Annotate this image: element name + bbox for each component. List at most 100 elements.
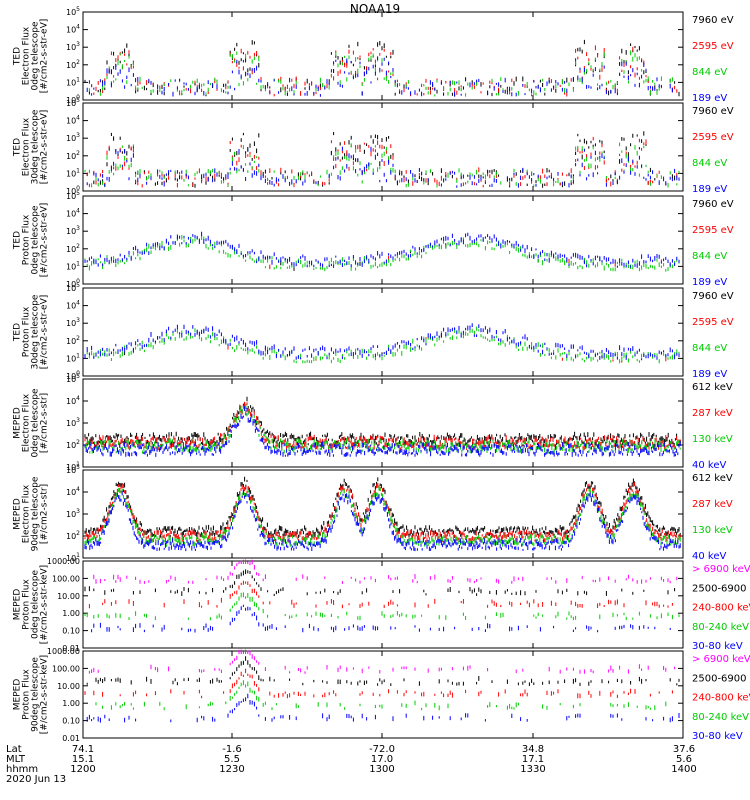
y-tick-label: 100 bbox=[66, 278, 80, 289]
x-tick-lat: 37.6 bbox=[672, 744, 696, 755]
legend-entry: 7960 eV bbox=[692, 15, 734, 26]
x-row-label-lat: Lat bbox=[6, 744, 22, 755]
y-tick-label: 101 bbox=[66, 461, 80, 472]
y-tick-label: 0.10 bbox=[62, 717, 80, 726]
y-tick-label: 100 bbox=[66, 94, 80, 105]
x-tick-lat: -1.6 bbox=[222, 744, 242, 755]
y-tick-label: 101 bbox=[66, 552, 80, 563]
x-row-label-hhmm: hhmm bbox=[6, 764, 39, 775]
y-tick-label: 104 bbox=[66, 300, 80, 311]
panel-frame bbox=[82, 650, 684, 739]
y-tick-label: 105 bbox=[66, 282, 80, 293]
legend-entry: 844 eV bbox=[692, 343, 727, 354]
x-tick-2: -72.0 17.0 1300 bbox=[352, 745, 412, 775]
data-series bbox=[91, 45, 678, 97]
data-series bbox=[124, 352, 603, 359]
legend-entry: 287 keV bbox=[692, 408, 733, 419]
x-tick-3: 34.8 17.1 1330 bbox=[503, 745, 563, 775]
legend-entry: 240-800 keV bbox=[692, 693, 750, 704]
legend-entry: 80-240 keV bbox=[692, 622, 749, 633]
data-series bbox=[95, 680, 667, 711]
legend-entry: 844 eV bbox=[692, 158, 727, 169]
x-tick-hhmm: 1300 bbox=[369, 764, 395, 775]
x-tick-hhmm: 1330 bbox=[520, 764, 546, 775]
y-tick-label: 1000.00 bbox=[47, 647, 80, 656]
y-tick-label: 104 bbox=[66, 24, 80, 35]
y-tick-label: 105 bbox=[66, 464, 80, 475]
y-tick-label: 104 bbox=[66, 395, 80, 406]
data-series bbox=[88, 50, 673, 97]
y-axis-label: MEPEDProton Flux90deg telescope[#/cm2-s-… bbox=[13, 655, 50, 734]
x-tick-lat: -72.0 bbox=[369, 744, 395, 755]
x-tick-mlt: 5.5 bbox=[224, 754, 240, 765]
y-tick-label: 102 bbox=[66, 530, 80, 541]
y-tick-label: 104 bbox=[66, 486, 80, 497]
y-tick-label: 105 bbox=[66, 190, 80, 201]
legend-entry: 612 keV bbox=[692, 382, 733, 393]
data-series bbox=[84, 592, 680, 621]
panel-frame bbox=[82, 560, 684, 649]
y-tick-label: 102 bbox=[66, 59, 80, 70]
y-tick-label: 0.01 bbox=[62, 644, 80, 653]
x-tick-mlt: 15.1 bbox=[71, 754, 95, 765]
legend-entry: 30-80 keV bbox=[692, 641, 743, 652]
y-tick-label: 0.01 bbox=[62, 734, 80, 743]
y-tick-label: 103 bbox=[66, 317, 80, 328]
y-tick-label: 100.00 bbox=[52, 574, 80, 583]
x-tick-mlt: 17.1 bbox=[521, 754, 545, 765]
panel-frame bbox=[82, 102, 684, 192]
data-series bbox=[84, 142, 680, 188]
data-series bbox=[84, 490, 681, 552]
data-series bbox=[84, 323, 680, 361]
legend-entry: 189 eV bbox=[692, 369, 727, 380]
panel-frame bbox=[82, 11, 684, 101]
legend-entry: > 6900 keV bbox=[692, 564, 750, 575]
legend-entry: 7960 eV bbox=[692, 106, 734, 117]
x-tick-4: 37.6 5.6 1400 bbox=[654, 745, 714, 775]
legend-entry: 2500-6900 bbox=[692, 673, 747, 684]
x-tick-1: -1.6 5.5 1230 bbox=[202, 745, 262, 775]
x-tick-mlt: 5.6 bbox=[676, 754, 692, 765]
legend-entry: 2595 eV bbox=[692, 225, 734, 236]
legend-entry: 2595 eV bbox=[692, 132, 734, 143]
data-series bbox=[264, 243, 585, 271]
y-tick-label: 10.00 bbox=[57, 682, 80, 691]
legend-entry: 2595 eV bbox=[692, 317, 734, 328]
y-tick-label: 102 bbox=[66, 243, 80, 254]
x-tick-0: 74.1 15.1 1200 bbox=[53, 745, 113, 775]
legend-entry: 80-240 keV bbox=[692, 712, 749, 723]
legend-entry: 30-80 keV bbox=[692, 731, 743, 742]
legend-entry: 189 eV bbox=[692, 93, 727, 104]
date-label: 2020 Jun 13 bbox=[6, 774, 67, 785]
panel-frame bbox=[82, 287, 684, 377]
data-series bbox=[86, 56, 673, 97]
y-axis-label: TEDProton Flux0deg telescope[#/cm2-s-str… bbox=[13, 203, 50, 278]
data-series bbox=[88, 580, 673, 609]
legend-entry: 2595 eV bbox=[692, 41, 734, 52]
legend-entry: 612 keV bbox=[692, 473, 733, 484]
y-tick-label: 100.00 bbox=[52, 664, 80, 673]
data-series bbox=[86, 693, 680, 723]
y-tick-label: 101 bbox=[66, 352, 80, 363]
x-tick-hhmm: 1230 bbox=[219, 764, 245, 775]
y-tick-label: 105 bbox=[66, 6, 80, 17]
legend-entry: 7960 eV bbox=[692, 291, 734, 302]
data-series bbox=[86, 656, 680, 686]
data-series bbox=[84, 485, 681, 547]
x-row-label-mlt: MLT bbox=[6, 754, 25, 765]
y-axis-label: TEDProton Flux30deg telescope[#/cm2-s-st… bbox=[13, 294, 50, 369]
y-tick-label: 101 bbox=[66, 260, 80, 271]
legend-entry: 240-800 keV bbox=[692, 603, 750, 614]
legend-entry: 287 keV bbox=[692, 499, 733, 510]
y-tick-label: 103 bbox=[66, 132, 80, 143]
legend-entry: 2500-6900 bbox=[692, 583, 747, 594]
data-series bbox=[84, 668, 673, 699]
y-tick-label: 101 bbox=[66, 76, 80, 87]
y-axis-label: MEPEDElectron Flux90deg telescope[#/cm2-… bbox=[13, 476, 50, 551]
y-tick-label: 105 bbox=[66, 373, 80, 384]
data-series bbox=[86, 146, 680, 188]
legend-entry: 844 eV bbox=[692, 67, 727, 78]
data-series bbox=[84, 326, 680, 364]
legend-entry: 40 keV bbox=[692, 551, 726, 562]
